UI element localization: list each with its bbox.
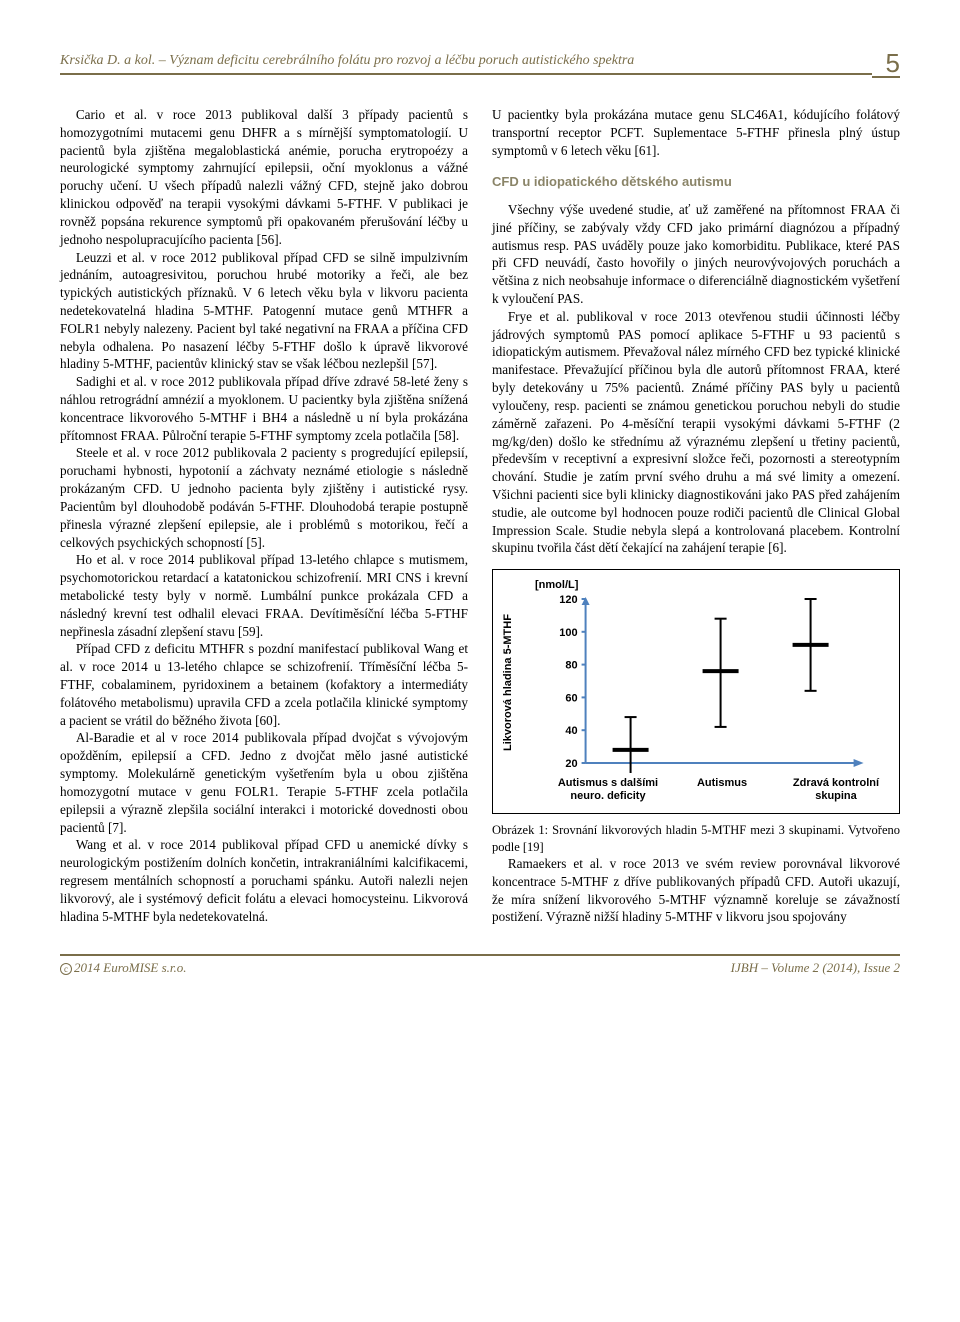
page-footer: c2014 EuroMISE s.r.o. IJBH – Volume 2 (2… — [60, 954, 900, 976]
svg-text:40: 40 — [565, 725, 577, 737]
paragraph: Ramaekers et al. v roce 2013 ve svém rev… — [492, 855, 900, 926]
running-head: Krsička D. a kol. – Význam deficitu cere… — [60, 50, 900, 78]
footer-left-text: 2014 EuroMISE s.r.o. — [74, 960, 187, 975]
left-column: Cario et al. v roce 2013 publikoval dalš… — [60, 106, 468, 926]
two-column-layout: Cario et al. v roce 2013 publikoval dalš… — [60, 106, 900, 926]
svg-text:60: 60 — [565, 692, 577, 704]
paragraph: U pacientky byla prokázána mutace genu S… — [492, 106, 900, 159]
paragraph: Steele et al. v roce 2012 publikovala 2 … — [60, 444, 468, 551]
chart-category-label: Zdravá kontrolní skupina — [779, 777, 893, 803]
chart-category-label: Autismus s dalšími neuro. deficity — [551, 777, 665, 803]
chart-x-categories: Autismus s dalšími neuro. deficity Autis… — [551, 777, 893, 803]
svg-text:20: 20 — [565, 758, 577, 770]
svg-text:120: 120 — [559, 594, 577, 606]
page: Krsička D. a kol. – Význam deficitu cere… — [0, 0, 960, 1016]
chart-y-label: Likvorová hladina 5-MTHF — [499, 593, 518, 773]
chart-area: Likvorová hladina 5-MTHF 20 40 60 80 100 120 — [499, 593, 893, 773]
running-head-text: Krsička D. a kol. – Význam deficitu cere… — [60, 53, 872, 75]
section-heading: CFD u idiopatického dětského autismu — [492, 173, 900, 191]
paragraph: Případ CFD z deficitu MTHFR s pozdní man… — [60, 640, 468, 729]
chart-svg: 20 40 60 80 100 120 — [518, 593, 893, 773]
right-column: U pacientky byla prokázána mutace genu S… — [492, 106, 900, 926]
paragraph: Leuzzi et al. v roce 2012 publikoval pří… — [60, 249, 468, 374]
copyright-icon: c — [60, 963, 72, 975]
chart-container: [nmol/L] Likvorová hladina 5-MTHF 20 40 60… — [492, 569, 900, 814]
paragraph: Všechny výše uvedené studie, ať už zaměř… — [492, 201, 900, 308]
figure-caption: Obrázek 1: Srovnání likvorových hladin 5… — [492, 822, 900, 855]
chart-y-unit: [nmol/L] — [535, 578, 893, 593]
paragraph: Sadighi et al. v roce 2012 publikovala p… — [60, 373, 468, 444]
chart-category-label: Autismus — [665, 777, 779, 803]
footer-left: c2014 EuroMISE s.r.o. — [60, 960, 187, 976]
chart-canvas: 20 40 60 80 100 120 — [518, 593, 893, 773]
paragraph: Wang et al. v roce 2014 publikoval přípa… — [60, 836, 468, 925]
paragraph: Cario et al. v roce 2013 publikoval dalš… — [60, 106, 468, 249]
svg-text:80: 80 — [565, 660, 577, 672]
paragraph: Ho et al. v roce 2014 publikoval případ … — [60, 551, 468, 640]
svg-text:100: 100 — [559, 627, 577, 639]
footer-right: IJBH – Volume 2 (2014), Issue 2 — [731, 960, 900, 976]
paragraph: Frye et al. publikoval v roce 2013 otevř… — [492, 308, 900, 557]
paragraph: Al-Baradie et al v roce 2014 publikovala… — [60, 729, 468, 836]
page-number: 5 — [872, 50, 900, 78]
